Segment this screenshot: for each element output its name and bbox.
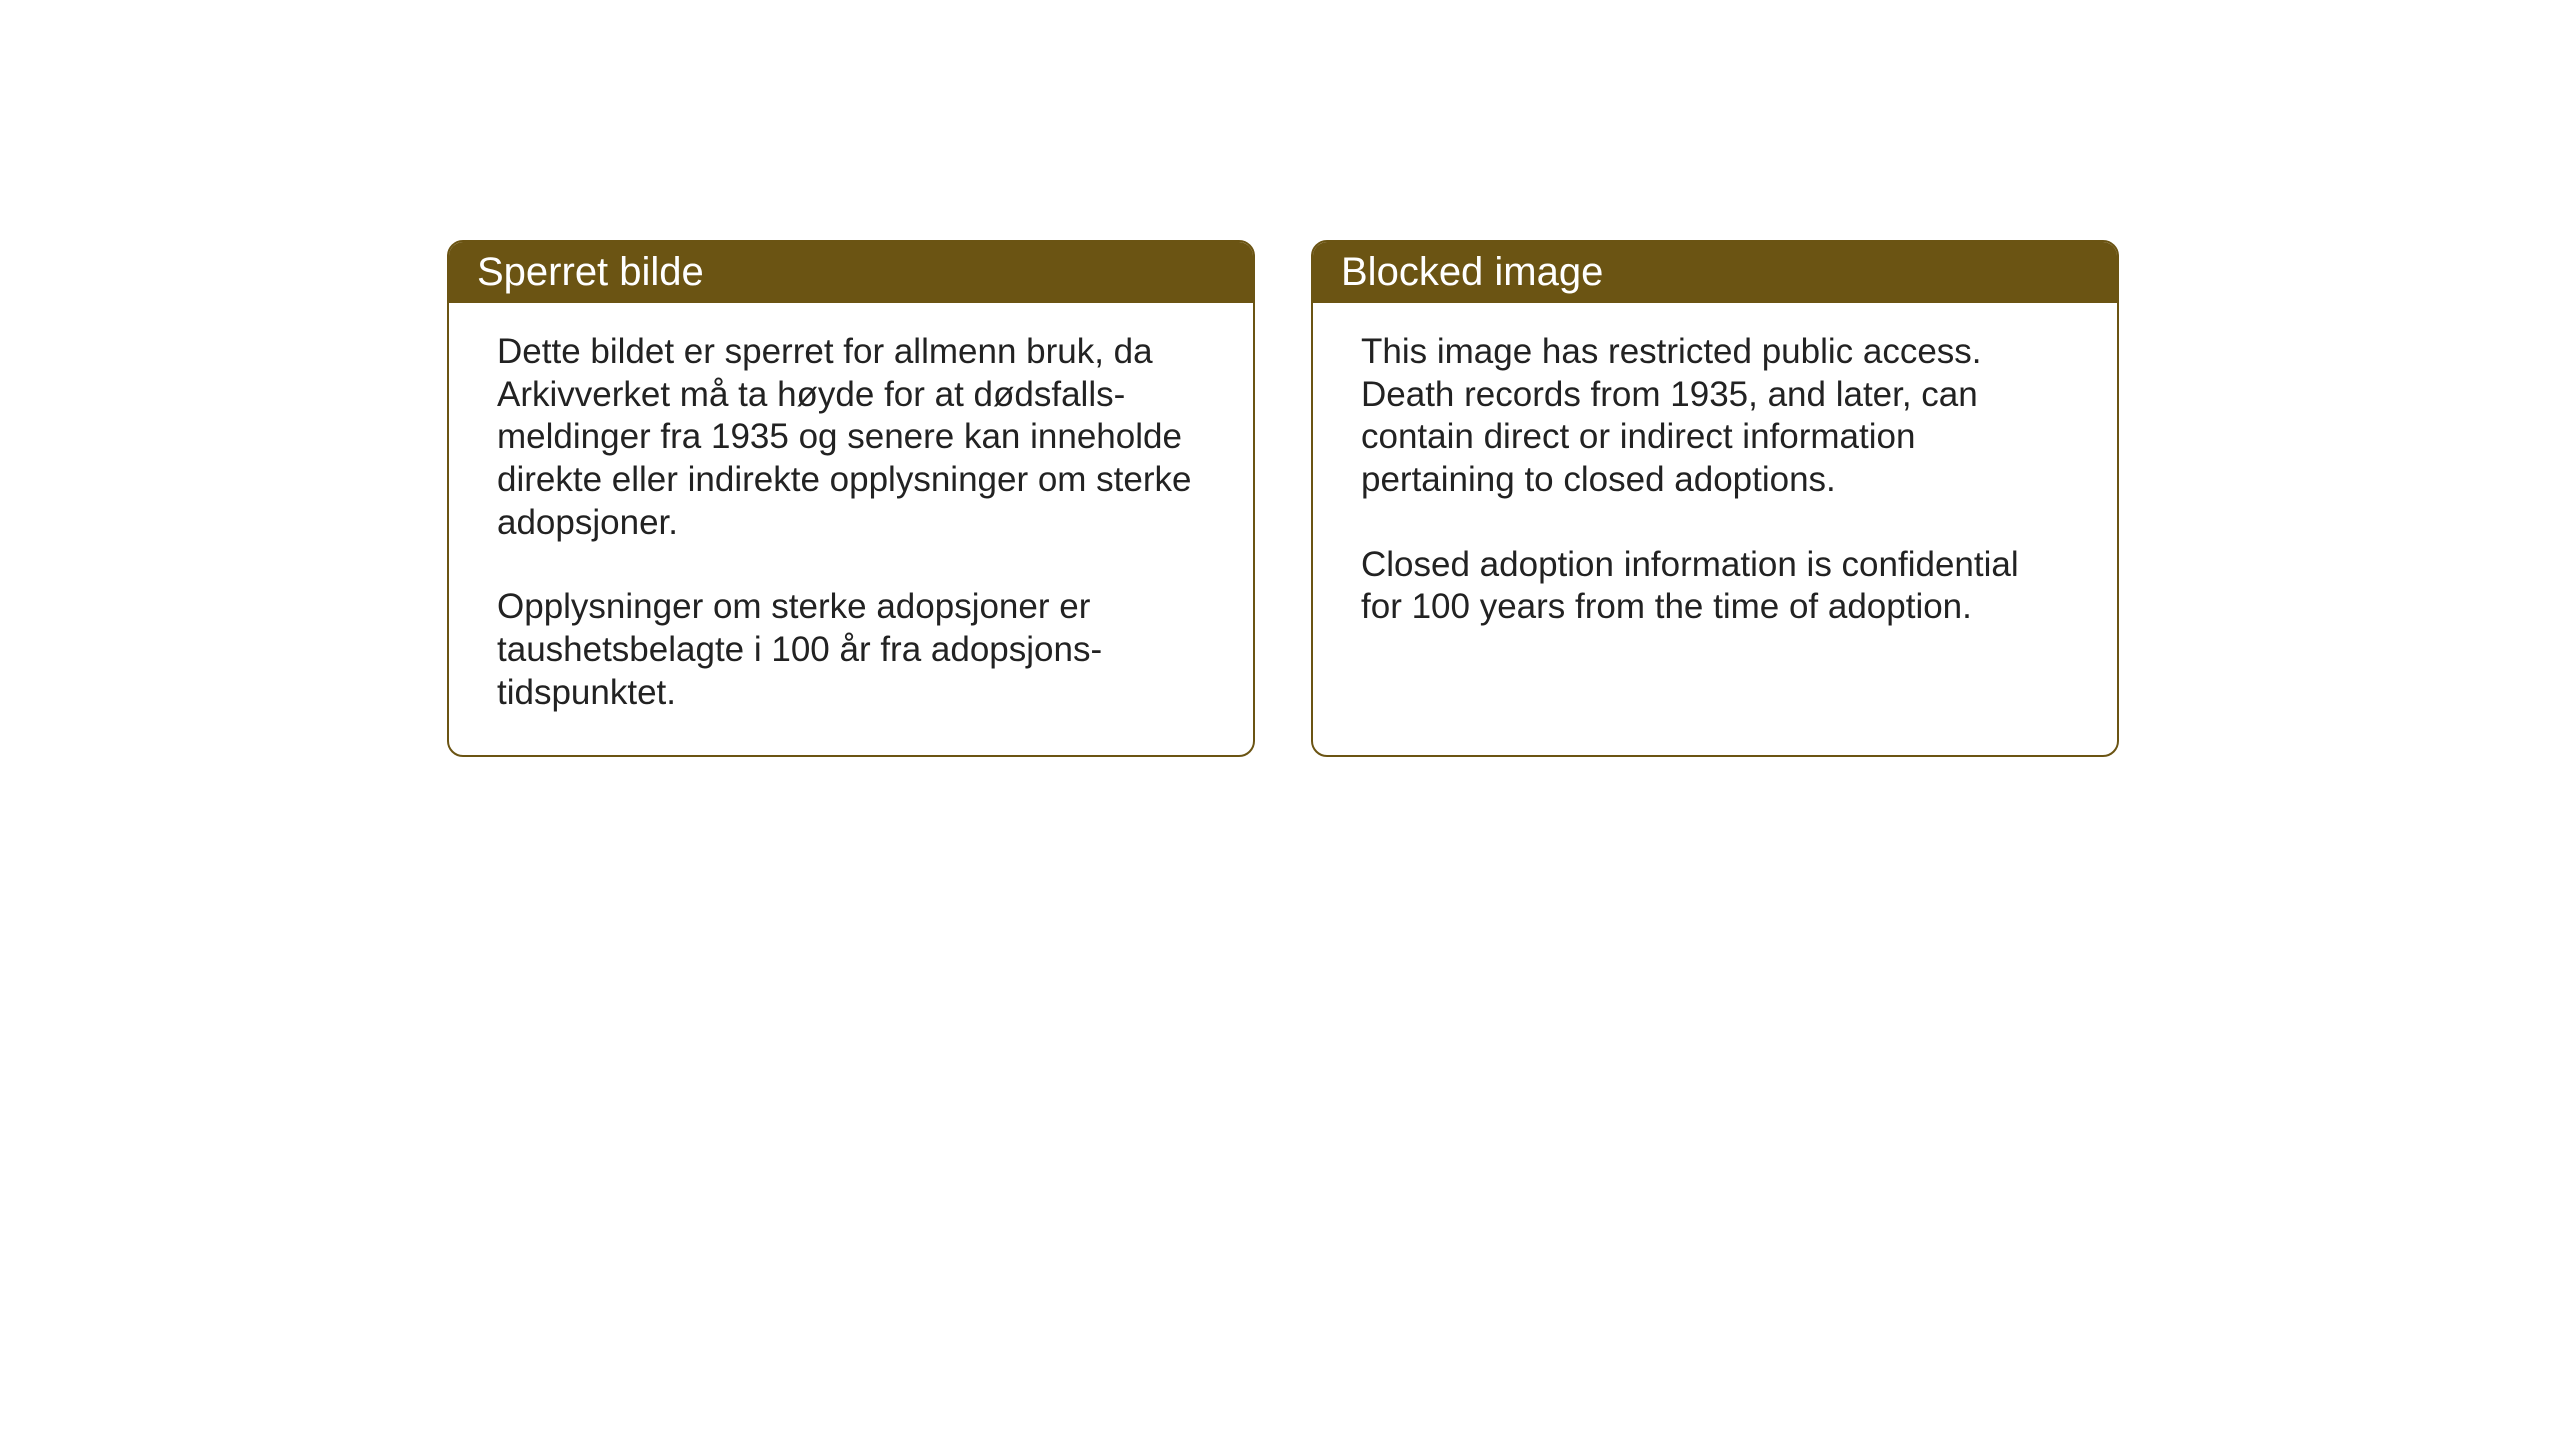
card-body-norwegian: Dette bildet er sperret for allmenn bruk… [449,303,1253,755]
card-paragraph-2: Opplysninger om sterke adopsjoner er tau… [497,586,1205,714]
card-body-english: This image has restricted public access.… [1313,303,2117,733]
notice-card-norwegian: Sperret bilde Dette bildet er sperret fo… [447,240,1255,757]
notice-cards-container: Sperret bilde Dette bildet er sperret fo… [447,240,2119,757]
card-paragraph-1: This image has restricted public access.… [1361,331,2069,502]
card-title: Blocked image [1341,250,1603,294]
notice-card-english: Blocked image This image has restricted … [1311,240,2119,757]
card-title: Sperret bilde [477,250,704,294]
card-header-norwegian: Sperret bilde [449,242,1253,303]
card-paragraph-1: Dette bildet er sperret for allmenn bruk… [497,331,1205,544]
card-header-english: Blocked image [1313,242,2117,303]
card-paragraph-2: Closed adoption information is confident… [1361,544,2069,629]
